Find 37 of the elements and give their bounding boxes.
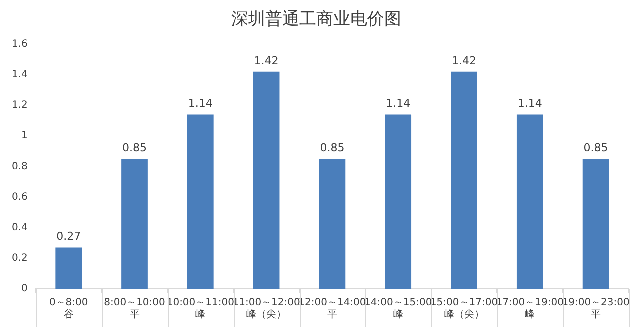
data-label: 0.85: [320, 141, 345, 154]
bar: [582, 159, 610, 289]
data-label: 0.85: [584, 141, 608, 154]
chart-title: 深圳普通工商业电价图: [232, 10, 402, 30]
y-tick-label: 1: [22, 130, 28, 142]
x-tick-label: 8:00～10:00 平: [104, 298, 166, 321]
bar: [253, 72, 280, 289]
x-tick-label: 17:00～19:00 峰: [496, 298, 564, 321]
data-label: 1.14: [188, 97, 213, 110]
x-tick-label: 15:00～17:00 峰（尖）: [430, 298, 498, 321]
bar: [187, 114, 214, 289]
data-label: 1.14: [386, 97, 411, 110]
y-tick-label: 1.6: [12, 38, 28, 50]
bar: [385, 114, 412, 289]
y-tick-label: 0.4: [12, 222, 28, 234]
y-tick-label: 0.6: [12, 192, 28, 203]
x-tick-label: 12:00～14:00 平: [298, 298, 366, 321]
y-tick-label: 0.8: [12, 161, 28, 172]
x-tick-label: 11:00～12:00 峰（尖）: [232, 298, 300, 321]
bar: [319, 159, 346, 289]
data-label: 1.42: [254, 54, 279, 68]
x-tick-label: 0～8:00 谷: [49, 298, 88, 321]
data-label: 1.42: [452, 54, 476, 68]
bar: [56, 248, 82, 289]
x-tick-label: 10:00～11:00 峰: [166, 298, 234, 321]
y-tick-label: 0.2: [12, 253, 28, 264]
bar: [451, 72, 478, 289]
y-tick-label: 0: [22, 284, 28, 295]
data-label: 1.14: [518, 97, 542, 110]
bar: [122, 159, 148, 289]
x-tick-label: 14:00～15:00 峰: [364, 298, 432, 321]
bar: [516, 114, 544, 289]
y-tick-label: 1.4: [12, 70, 28, 81]
data-label: 0.27: [56, 230, 82, 244]
x-tick-label: 19:00～23:00 平: [562, 298, 630, 321]
data-label: 0.85: [122, 141, 148, 154]
y-tick-label: 1.2: [12, 100, 28, 112]
